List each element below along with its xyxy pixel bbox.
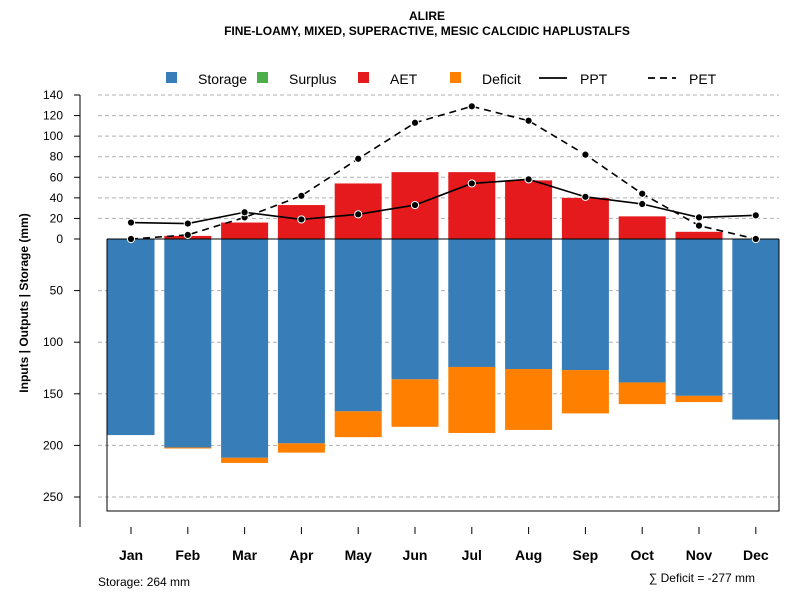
storage-bar — [505, 239, 553, 370]
pet-point — [354, 154, 363, 163]
deficit-legend-swatch — [450, 72, 461, 83]
chart-title: ALIRE — [409, 9, 445, 23]
y-tick-label: 40 — [50, 191, 64, 205]
deficit-bar — [164, 447, 212, 449]
legend-label: Surplus — [289, 71, 336, 87]
pet-point — [183, 230, 192, 239]
storage-bar — [448, 239, 496, 367]
pet-point — [638, 189, 647, 198]
pet-point — [297, 191, 306, 200]
deficit-bar — [675, 395, 723, 403]
ppt-point — [240, 208, 249, 217]
aet-bar — [505, 180, 553, 239]
storage-bar — [221, 239, 269, 458]
x-tick-label: Dec — [743, 547, 769, 563]
y-tick-label: 150 — [43, 387, 63, 401]
legend-label: Deficit — [482, 71, 521, 87]
pet-point — [524, 116, 533, 125]
x-tick-label: May — [345, 547, 372, 563]
y-tick-label: 60 — [50, 170, 64, 184]
x-tick-label: Sep — [573, 547, 599, 563]
deficit-note: ∑ Deficit = -277 mm — [649, 571, 755, 585]
deficit-bar — [505, 369, 553, 430]
aet-legend-swatch — [358, 72, 369, 83]
storage-bar — [618, 239, 666, 383]
y-tick-label: 200 — [43, 438, 63, 452]
pet-point — [694, 221, 704, 230]
ppt-point — [524, 175, 533, 184]
ppt-point — [126, 218, 136, 227]
pet-point — [410, 118, 420, 127]
pet-point — [126, 234, 136, 244]
ppt-point — [694, 213, 704, 222]
aet-bar — [221, 222, 269, 239]
x-tick-label: Oct — [631, 547, 655, 563]
storage-legend-swatch — [166, 72, 177, 83]
surplus-legend-swatch — [257, 72, 268, 83]
y-tick-label: 80 — [50, 150, 64, 164]
deficit-bar — [277, 443, 325, 453]
legend-label: PET — [689, 71, 717, 87]
y-tick-label: 250 — [43, 490, 63, 504]
storage-bar — [107, 239, 155, 436]
storage-bar — [732, 239, 780, 420]
ppt-point — [410, 200, 420, 210]
x-tick-label: Jan — [119, 547, 143, 563]
y-tick-label: 100 — [43, 335, 63, 349]
x-tick-label: Aug — [515, 547, 542, 563]
storage-bar — [391, 239, 439, 380]
ppt-point — [581, 192, 590, 201]
storage-note: Storage: 264 mm — [98, 575, 190, 589]
deficit-bar — [561, 370, 609, 414]
y-tick-label: 50 — [50, 284, 64, 298]
storage-bar — [561, 239, 609, 371]
deficit-bar — [391, 379, 439, 427]
plot-frame — [106, 239, 780, 512]
legend-label: Storage — [198, 71, 247, 87]
aet-bar — [675, 231, 723, 239]
chart-subtitle: FINE-LOAMY, MIXED, SUPERACTIVE, MESIC CA… — [224, 24, 630, 38]
storage-bar — [164, 239, 212, 448]
storage-bar — [277, 239, 325, 444]
deficit-bar — [618, 382, 666, 405]
pet-line — [130, 105, 756, 240]
line-layer — [106, 102, 780, 512]
y-tick-label: 20 — [50, 211, 64, 225]
ppt-point — [297, 215, 306, 224]
deficit-bar — [448, 366, 496, 434]
legend-label: AET — [390, 71, 418, 87]
y-tick-label: 100 — [43, 129, 63, 143]
x-tick-label: Apr — [289, 547, 314, 563]
y-tick-label: 140 — [43, 88, 63, 102]
storage-bar — [675, 239, 723, 396]
deficit-bar — [221, 457, 269, 463]
legend-label: PPT — [580, 71, 608, 87]
y-tick-label: 0 — [56, 232, 63, 246]
legend: Storage Surplus AET Deficit PPT PET — [166, 71, 717, 87]
x-tick-label: Jul — [462, 547, 482, 563]
pet-point — [467, 102, 476, 111]
x-tick-label: Jun — [403, 547, 428, 563]
bar-layer — [107, 172, 780, 463]
ppt-point — [183, 219, 192, 228]
ppt-point — [467, 179, 476, 188]
aet-bar — [618, 216, 666, 239]
pet-point — [581, 150, 590, 159]
y-tick-label: 120 — [43, 109, 63, 123]
ppt-point — [751, 211, 760, 220]
y-axis-title: Inputs | Outputs | Storage (mm) — [17, 213, 31, 392]
ppt-point — [354, 210, 363, 219]
x-tick-label: Mar — [232, 547, 257, 563]
ppt-point — [638, 199, 647, 209]
x-tick-label: Nov — [686, 547, 713, 563]
pet-point — [751, 234, 760, 244]
x-tick-label: Feb — [175, 547, 200, 563]
aet-bar — [561, 197, 609, 239]
storage-bar — [334, 239, 382, 412]
ppt-line — [130, 178, 756, 225]
deficit-bar — [334, 411, 382, 438]
